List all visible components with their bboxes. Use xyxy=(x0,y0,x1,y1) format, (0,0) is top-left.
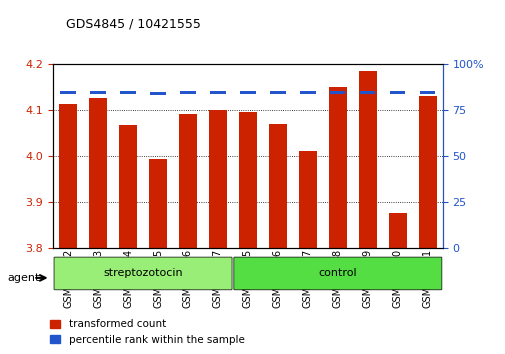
Bar xyxy=(358,71,376,248)
Bar xyxy=(89,98,107,248)
Text: agent: agent xyxy=(8,273,40,283)
Bar xyxy=(298,151,316,248)
Bar xyxy=(119,125,137,248)
Bar xyxy=(180,91,195,94)
Bar xyxy=(270,91,285,94)
Text: control: control xyxy=(318,268,357,278)
Bar xyxy=(240,91,255,94)
FancyBboxPatch shape xyxy=(54,257,232,290)
Text: streptozotocin: streptozotocin xyxy=(103,268,182,278)
Bar xyxy=(150,92,165,95)
Bar xyxy=(90,91,106,94)
Bar xyxy=(238,112,257,248)
Legend: transformed count, percentile rank within the sample: transformed count, percentile rank withi… xyxy=(45,315,248,349)
FancyBboxPatch shape xyxy=(233,257,441,290)
Bar xyxy=(61,91,76,94)
Bar xyxy=(209,110,227,248)
Bar xyxy=(210,91,225,94)
Bar xyxy=(149,159,167,248)
Bar xyxy=(388,213,406,248)
Bar xyxy=(330,91,345,94)
Bar xyxy=(419,91,434,94)
Bar xyxy=(120,91,135,94)
Bar xyxy=(299,91,315,94)
Bar xyxy=(418,96,436,248)
Bar xyxy=(328,87,346,248)
Bar xyxy=(179,114,196,248)
Bar xyxy=(360,91,375,94)
Bar xyxy=(389,91,405,94)
Bar xyxy=(59,104,77,248)
Text: GDS4845 / 10421555: GDS4845 / 10421555 xyxy=(66,18,200,31)
Bar xyxy=(268,124,286,248)
